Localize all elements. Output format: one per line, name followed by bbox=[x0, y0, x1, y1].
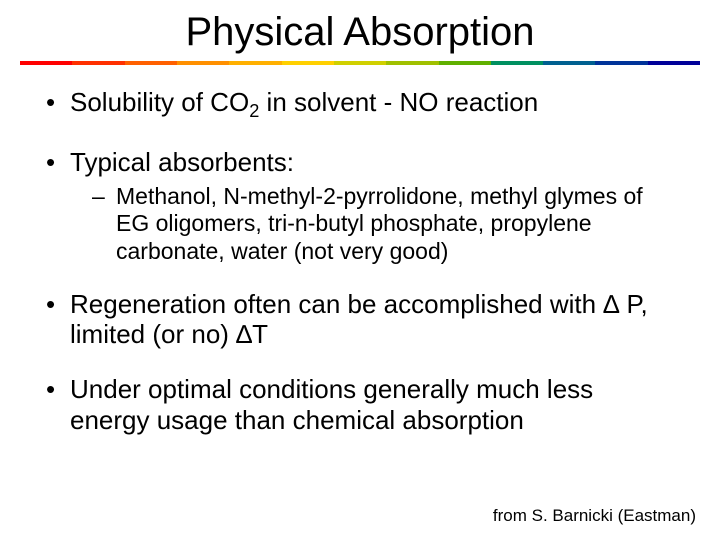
slide-content: Solubility of CO2 in solvent - NO reacti… bbox=[0, 65, 720, 435]
slide-title: Physical Absorption bbox=[0, 0, 720, 61]
sub-bullet-list: Methanol, N-methyl-2-pyrrolidone, methyl… bbox=[70, 183, 676, 264]
bullet-text: Typical absorbents: bbox=[70, 147, 294, 177]
bullet-item: Regeneration often can be accomplished w… bbox=[44, 289, 676, 350]
sub-bullet-item: Methanol, N-methyl-2-pyrrolidone, methyl… bbox=[70, 183, 676, 264]
bullet-text: Regeneration often can be accomplished w… bbox=[70, 289, 648, 350]
subscript: 2 bbox=[249, 101, 259, 121]
attribution-footer: from S. Barnicki (Eastman) bbox=[493, 506, 696, 526]
title-underline bbox=[20, 61, 700, 65]
bullet-text: Under optimal conditions generally much … bbox=[70, 374, 593, 435]
bullet-text: in solvent - NO reaction bbox=[259, 87, 538, 117]
bullet-item: Typical absorbents: Methanol, N-methyl-2… bbox=[44, 147, 676, 265]
bullet-list: Solubility of CO2 in solvent - NO reacti… bbox=[44, 87, 676, 435]
bullet-item: Under optimal conditions generally much … bbox=[44, 374, 676, 435]
slide: Physical Absorption Solubility of CO2 in… bbox=[0, 0, 720, 540]
bullet-text: Solubility of CO bbox=[70, 87, 249, 117]
bullet-item: Solubility of CO2 in solvent - NO reacti… bbox=[44, 87, 676, 123]
sub-bullet-text: Methanol, N-methyl-2-pyrrolidone, methyl… bbox=[116, 183, 643, 263]
